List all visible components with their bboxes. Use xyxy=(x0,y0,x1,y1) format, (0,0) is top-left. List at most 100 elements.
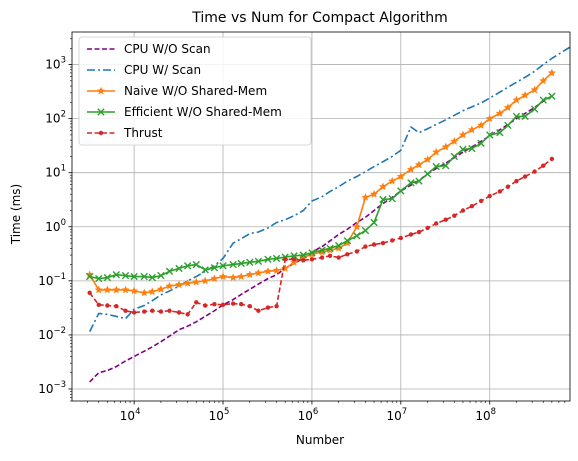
data-point xyxy=(192,277,201,286)
data-point xyxy=(522,174,528,179)
data-point-stroke xyxy=(486,131,494,139)
data-point xyxy=(246,258,254,267)
data-point xyxy=(272,254,281,263)
series-line xyxy=(89,95,553,383)
data-point xyxy=(361,226,370,235)
data-point xyxy=(369,189,379,198)
y-tick-label: 10−2 xyxy=(38,326,66,342)
data-point xyxy=(264,255,272,264)
data-point xyxy=(467,125,476,134)
data-point xyxy=(150,308,155,313)
y-tick-label: 10−1 xyxy=(38,272,66,288)
series-cpu-w-scan xyxy=(88,46,570,333)
data-point xyxy=(219,262,227,270)
data-point xyxy=(379,195,387,204)
data-point xyxy=(532,169,537,174)
data-point xyxy=(505,184,511,189)
legend-item: CPU W/ Scan xyxy=(87,63,201,77)
data-point-stroke xyxy=(308,249,316,257)
data-point-stroke xyxy=(264,255,272,264)
data-point xyxy=(487,193,492,199)
data-point-stroke xyxy=(326,244,334,252)
data-point xyxy=(334,241,343,250)
data-point xyxy=(140,288,149,297)
data-point xyxy=(539,76,548,85)
data-point xyxy=(363,244,368,249)
plot-frame xyxy=(71,31,571,402)
data-point xyxy=(158,309,164,314)
data-point xyxy=(291,257,297,262)
y-axis-label: Time (ms) xyxy=(9,184,23,246)
data-point xyxy=(414,160,424,169)
data-point xyxy=(245,270,254,279)
y-tick-label: 101 xyxy=(45,164,66,180)
data-point xyxy=(380,240,386,246)
x-tick-label: 107 xyxy=(386,407,407,423)
series-line xyxy=(88,46,570,333)
data-point xyxy=(541,163,546,168)
data-point xyxy=(254,257,263,265)
data-point-stroke xyxy=(157,271,165,280)
y-tick-label: 10−3 xyxy=(38,380,66,396)
data-point xyxy=(547,68,556,77)
data-point xyxy=(96,86,106,95)
data-point xyxy=(114,303,119,309)
data-point xyxy=(131,310,137,315)
data-point-stroke xyxy=(423,170,432,178)
data-point xyxy=(352,222,361,231)
data-point xyxy=(530,105,539,113)
data-point-stroke xyxy=(459,145,467,154)
data-point xyxy=(289,258,299,266)
data-point xyxy=(450,137,459,145)
data-point-stroke xyxy=(272,254,281,263)
data-point xyxy=(452,213,457,218)
data-point-stroke xyxy=(539,96,547,104)
data-point-stroke xyxy=(388,195,396,203)
data-point xyxy=(486,131,494,139)
data-point xyxy=(354,249,360,254)
data-point xyxy=(265,305,271,310)
chart-title: Time vs Num for Compact Algorithm xyxy=(191,10,448,26)
data-point xyxy=(220,302,226,308)
data-point-stroke xyxy=(334,241,343,250)
series-naive-w-o-shared-mem xyxy=(85,68,556,297)
legend-item: Naive W/O Shared-Mem xyxy=(87,84,267,98)
data-point xyxy=(87,290,92,296)
data-point xyxy=(371,242,377,247)
data-point-stroke xyxy=(379,195,387,204)
data-point xyxy=(416,229,422,235)
series-cpu-w-o-scan xyxy=(89,95,553,383)
data-point xyxy=(274,303,279,309)
data-point xyxy=(432,162,440,171)
data-point-stroke xyxy=(468,144,476,153)
data-point xyxy=(96,302,101,308)
data-point xyxy=(423,155,432,164)
data-point-stroke xyxy=(229,260,237,269)
data-point xyxy=(539,96,547,104)
data-point xyxy=(408,232,414,237)
data-point xyxy=(512,95,521,104)
data-point xyxy=(98,130,104,136)
series-thrust xyxy=(87,156,555,317)
data-point xyxy=(263,267,273,275)
legend-label: Efficient W/O Shared-Mem xyxy=(124,105,282,119)
data-point-stroke xyxy=(397,187,405,195)
data-point xyxy=(361,193,370,201)
data-point xyxy=(185,312,190,317)
data-point xyxy=(458,130,468,139)
data-point xyxy=(301,258,306,263)
data-point xyxy=(157,271,165,280)
data-point xyxy=(165,267,174,276)
data-point xyxy=(174,280,184,289)
data-point xyxy=(123,308,128,313)
data-point-stroke xyxy=(201,266,209,274)
data-point-stroke xyxy=(530,105,539,113)
data-point xyxy=(237,259,245,268)
data-point-stroke xyxy=(407,179,415,187)
data-point xyxy=(345,252,350,257)
data-point xyxy=(343,237,351,245)
data-point xyxy=(503,103,512,112)
x-tick-label: 106 xyxy=(298,407,319,423)
data-point xyxy=(247,303,252,309)
